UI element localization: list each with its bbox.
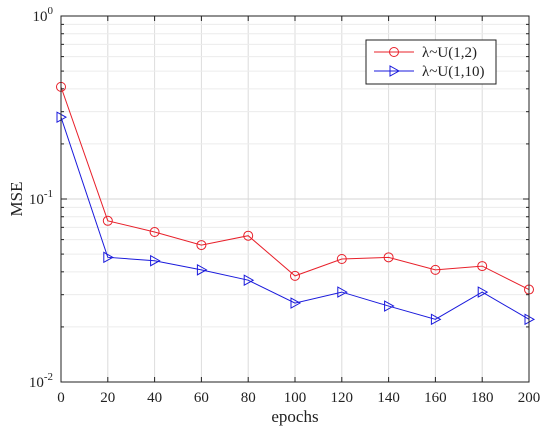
axis-ticks: 0 20 40 60 80 100 120 140 160 180 200 10-2 10-1 100 — [29, 5, 540, 406]
series-1 — [56, 81, 534, 295]
series-line — [60, 117, 530, 320]
x-tick-label: 160 — [424, 390, 447, 406]
data-point — [290, 270, 300, 281]
data-point — [477, 286, 489, 298]
legend-box — [365, 39, 497, 85]
data-point — [384, 300, 395, 312]
data-point — [150, 254, 161, 267]
data-point — [149, 227, 160, 238]
data-point — [477, 261, 488, 272]
legend-marker — [389, 65, 401, 77]
data-point — [103, 251, 114, 264]
legend-entry: λ~U(1,10) — [374, 64, 484, 80]
data-point — [290, 297, 302, 309]
y-axis-label: MSE — [7, 182, 26, 217]
x-tick-label: 40 — [147, 390, 162, 406]
x-tick-label: 0 — [57, 390, 65, 406]
data-point — [243, 274, 255, 287]
data-point — [243, 230, 254, 241]
data-point — [430, 313, 442, 326]
legend-marker — [389, 47, 399, 57]
y-tick-label: 10-1 — [29, 188, 53, 208]
data-point — [196, 264, 208, 276]
data-point — [196, 240, 207, 251]
x-tick-label: 100 — [284, 390, 307, 406]
y-tick-label: 10-2 — [29, 371, 53, 391]
x-tick-label: 60 — [194, 390, 209, 406]
series-line — [60, 86, 530, 291]
legend-entry: λ~U(1,2) — [374, 45, 477, 61]
legend-label: λ~U(1,10) — [422, 64, 484, 80]
x-tick-label: 200 — [518, 390, 541, 406]
x-tick-label: 120 — [331, 390, 354, 406]
x-tick-label: 180 — [471, 390, 494, 406]
legend-label: λ~U(1,2) — [422, 45, 477, 61]
data-point — [102, 215, 113, 226]
x-axis-label: epochs — [271, 407, 318, 426]
legend: λ~U(1,2) λ~U(1,10) — [365, 39, 497, 85]
data-point — [383, 252, 394, 263]
x-tick-label: 20 — [100, 390, 115, 406]
data-point — [336, 254, 347, 265]
data-point — [430, 264, 441, 275]
x-tick-label: 80 — [241, 390, 256, 406]
data-point — [337, 286, 348, 298]
y-tick-label: 100 — [33, 5, 54, 25]
x-tick-label: 140 — [377, 390, 400, 406]
